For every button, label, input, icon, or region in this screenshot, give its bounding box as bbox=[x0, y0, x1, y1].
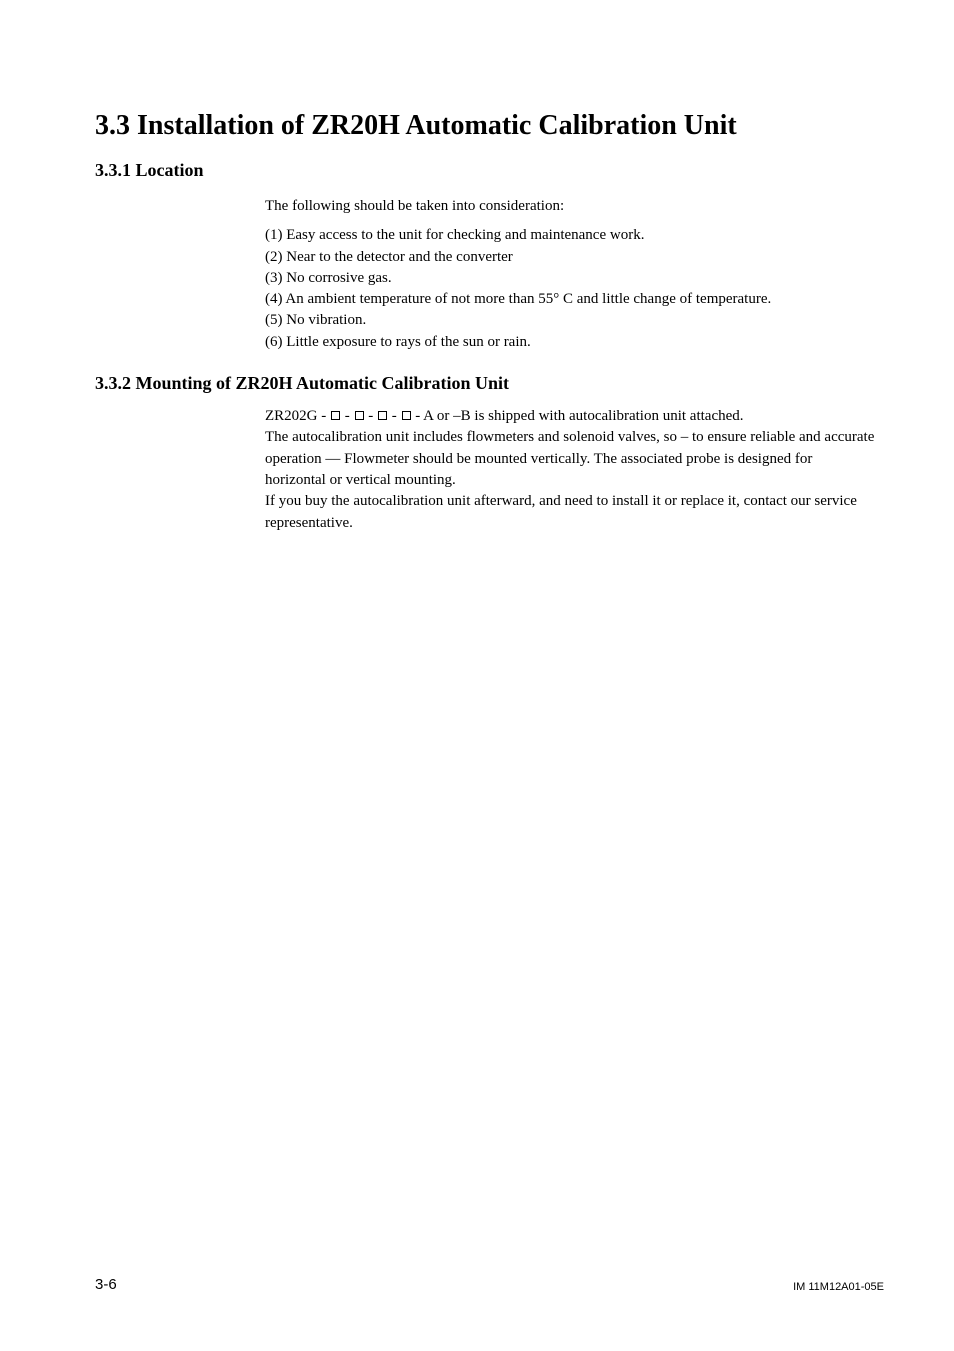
document-id: IM 11M12A01-05E bbox=[793, 1281, 884, 1293]
subsection-heading-mounting: 3.3.2 Mounting of ZR20H Automatic Calibr… bbox=[95, 373, 884, 394]
mounting-body: ZR202G - - - - - A or –B is shipped with… bbox=[265, 406, 875, 534]
location-body: The following should be taken into consi… bbox=[265, 196, 875, 353]
location-item-2: (2) Near to the detector and the convert… bbox=[265, 247, 875, 268]
mounting-para-3: If you buy the autocalibration unit afte… bbox=[265, 491, 875, 534]
page-number: 3-6 bbox=[95, 1276, 117, 1293]
location-item-6: (6) Little exposure to rays of the sun o… bbox=[265, 332, 875, 353]
mounting-para-2: The autocalibration unit includes flowme… bbox=[265, 427, 875, 491]
location-item-5: (5) No vibration. bbox=[265, 310, 875, 331]
location-item-1: (1) Easy access to the unit for checking… bbox=[265, 225, 875, 246]
subsection-heading-location: 3.3.1 Location bbox=[95, 160, 884, 181]
section-heading: 3.3 Installation of ZR20H Automatic Cali… bbox=[95, 110, 884, 142]
page-container: 3.3 Installation of ZR20H Automatic Cali… bbox=[0, 0, 954, 1351]
mounting-line1-suffix: - A or –B is shipped with autocalibratio… bbox=[412, 408, 744, 424]
location-item-3: (3) No corrosive gas. bbox=[265, 268, 875, 289]
location-item-4: (4) An ambient temperature of not more t… bbox=[265, 289, 875, 310]
location-intro: The following should be taken into consi… bbox=[265, 196, 875, 217]
mounting-line-1: ZR202G - - - - - A or –B is shipped with… bbox=[265, 406, 875, 427]
placeholder-box-icon bbox=[402, 411, 411, 420]
placeholder-box-icon bbox=[378, 411, 387, 420]
mounting-line1-prefix: ZR202G - bbox=[265, 408, 330, 424]
placeholder-box-icon bbox=[355, 411, 364, 420]
placeholder-box-icon bbox=[331, 411, 340, 420]
